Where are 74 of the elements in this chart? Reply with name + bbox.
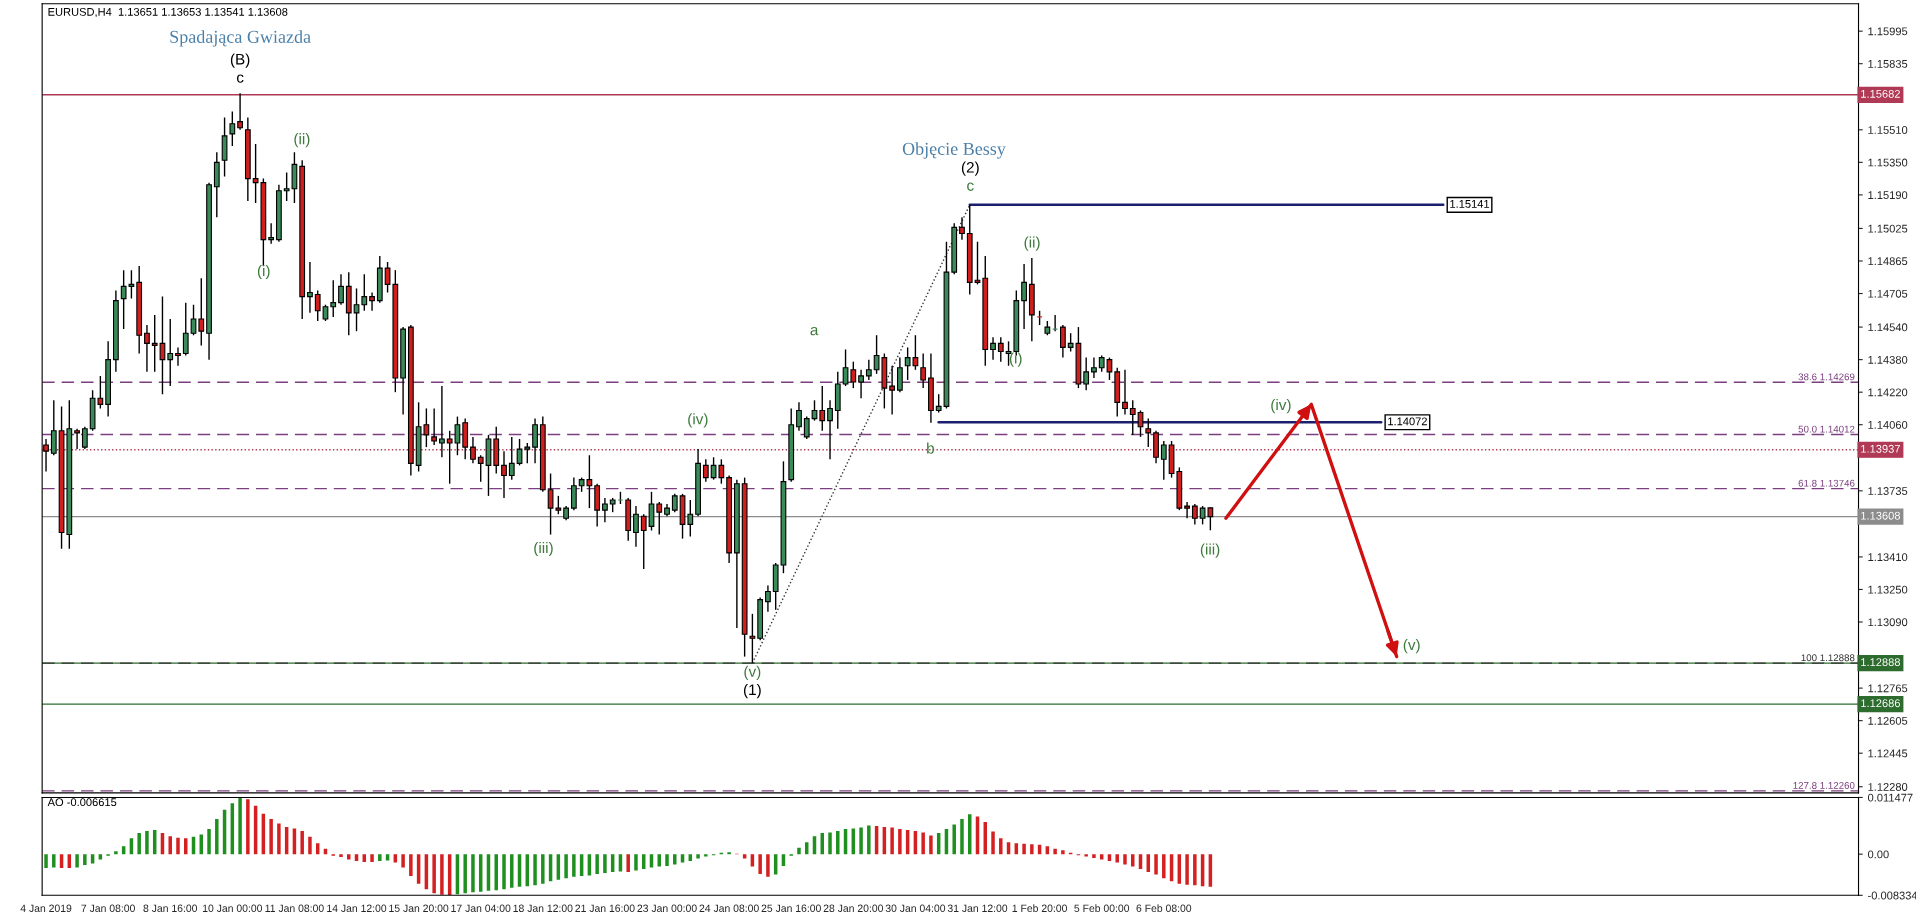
x-tick-label: 5 Feb 00:00 (1074, 904, 1130, 912)
y-tick-label: 1.15190 (1868, 191, 1908, 200)
annotation: (i) (257, 264, 270, 280)
annotation: Spadająca Gwiazda (170, 30, 311, 47)
ref-line-label: 1.12888 (1861, 658, 1901, 667)
x-tick-label: 31 Jan 12:00 (947, 904, 1008, 912)
x-tick-label: 1 Feb 20:00 (1012, 904, 1067, 912)
chart-title: AO -0.006615 (47, 798, 117, 807)
y-tick-label: 1.12280 (1868, 783, 1908, 791)
y-tick-label: 1.13090 (1868, 618, 1908, 627)
x-tick-label: 24 Jan 08:00 (699, 904, 759, 912)
y-tick-label: 1.14540 (1868, 323, 1908, 332)
annotation: (2) (961, 161, 979, 176)
ref-line-label: 1.13937 (1861, 444, 1900, 453)
annotation: (B) (230, 53, 250, 68)
ref-line-label: 50.0 1.14012 (1798, 425, 1855, 433)
y-tick-label: 1.12445 (1868, 749, 1908, 758)
y-tick-label: 1.14380 (1868, 355, 1908, 364)
y-tick-label: 1.14220 (1868, 388, 1908, 397)
ref-line-label: 38.6 1.14269 (1798, 373, 1855, 381)
y-tick-label: 1.14865 (1868, 257, 1908, 266)
x-tick-label: 8 Jan 16:00 (143, 904, 198, 912)
annotation: (i) (1009, 352, 1022, 367)
y-tick-label: 1.13735 (1868, 487, 1908, 495)
x-tick-label: 23 Jan 00:00 (637, 904, 697, 912)
x-tick-label: 4 Jan 2019 (20, 904, 72, 912)
ref-line-label: 1.12686 (1861, 699, 1901, 708)
chart-title: EURUSD,H4 1.13651 1.13653 1.13541 1.13608 (48, 7, 288, 18)
y-tick-label: 0.00 (1867, 850, 1889, 859)
x-tick-label: 7 Jan 08:00 (81, 904, 135, 912)
x-tick-label: 25 Jan 16:00 (761, 904, 821, 912)
ref-line-label: 1.15682 (1861, 89, 1900, 98)
ref-line-label: 100 1.12888 (1801, 654, 1855, 662)
x-tick-label: 15 Jan 20:00 (389, 904, 449, 912)
annotation: c (967, 182, 974, 191)
y-tick-label: 1.15995 (1868, 27, 1908, 36)
series-label: 1.15141 (1450, 200, 1490, 208)
y-tick-label: 1.15025 (1868, 224, 1908, 233)
annotation: (v) (1403, 638, 1420, 654)
annotation: a (810, 326, 819, 336)
annotation: (iv) (1271, 399, 1291, 414)
ref-line-label: 1.13608 (1861, 511, 1901, 520)
ref-line-label: 61.8 1.13746 (1798, 479, 1855, 487)
annotation: (ii) (294, 133, 310, 148)
y-tick-label: 1.13250 (1868, 585, 1908, 594)
annotation: b (927, 442, 934, 454)
x-tick-label: 10 Jan 00:00 (203, 904, 263, 912)
annotation: c (236, 74, 244, 83)
y-tick-label: 1.12605 (1868, 716, 1908, 725)
y-tick-label: 1.14060 (1868, 420, 1908, 429)
y-tick-label: 1.12765 (1868, 684, 1908, 693)
annotation: Objęcie Bessy (902, 142, 1006, 159)
annotation: (iii) (1200, 543, 1220, 558)
annotation: (v) (744, 665, 761, 681)
annotation: (ii) (1024, 236, 1040, 251)
y-tick-label: 1.15835 (1868, 59, 1908, 68)
y-tick-label: 1.13410 (1868, 553, 1908, 562)
x-tick-label: 14 Jan 12:00 (327, 904, 387, 912)
y-tick-label: 1.15350 (1868, 158, 1908, 167)
ref-line-label: 127.8 1.12260 (1793, 782, 1855, 789)
annotation: (iii) (534, 541, 553, 557)
x-tick-label: 21 Jan 16:00 (575, 904, 635, 912)
annotation: (1) (743, 683, 761, 699)
x-tick-label: 11 Jan 08:00 (265, 904, 324, 912)
x-tick-label: 6 Feb 08:00 (1136, 904, 1192, 912)
x-tick-label: 28 Jan 20:00 (823, 904, 884, 912)
y-tick-label: 1.15510 (1868, 126, 1908, 134)
y-tick-label: 0.011477 (1867, 793, 1913, 802)
series-label: 1.14072 (1388, 417, 1427, 426)
annotation: (iv) (688, 413, 708, 428)
x-tick-label: 30 Jan 04:00 (885, 904, 946, 912)
y-tick-label: 1.14705 (1868, 289, 1908, 298)
x-tick-label: 18 Jan 12:00 (513, 904, 573, 912)
x-tick-label: 17 Jan 04:00 (451, 904, 511, 912)
